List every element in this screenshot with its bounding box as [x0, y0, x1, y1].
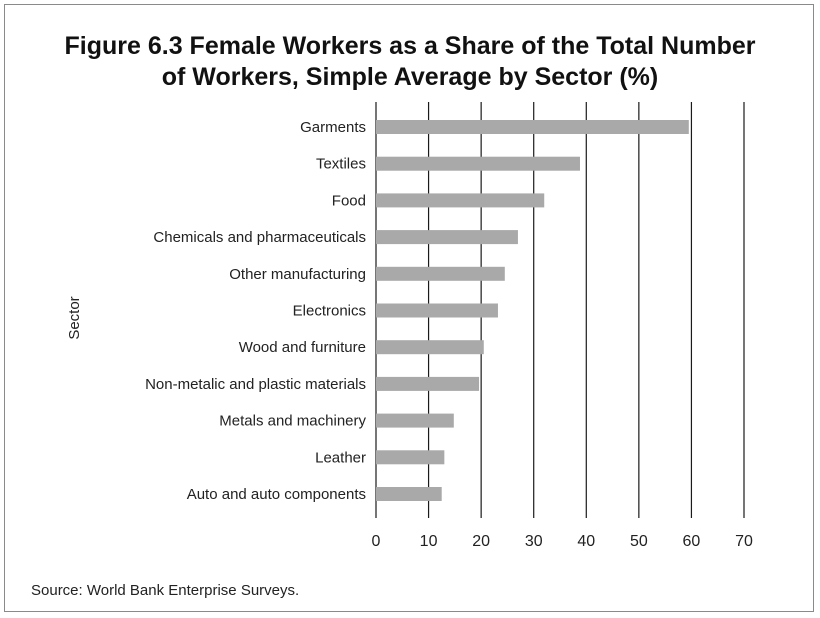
x-tick-label: 30	[525, 533, 543, 550]
x-tick-label: 50	[630, 533, 648, 550]
x-tick-label: 0	[372, 533, 381, 550]
category-labels: Garments Textiles Food Chemicals and pharma…	[145, 119, 366, 503]
category-label: Wood and furniture	[239, 339, 366, 356]
bar	[376, 266, 505, 281]
bar	[376, 376, 480, 391]
category-label: Auto and auto components	[187, 486, 366, 503]
bar	[376, 340, 484, 355]
category-label: Non-metalic and plastic materials	[145, 376, 366, 393]
category-label: Electronics	[293, 303, 366, 320]
title-line-1: Figure 6.3 Female Workers as a Share of …	[64, 32, 756, 60]
bar	[376, 193, 545, 208]
x-tick-labels: 0 10 20 30 40 50 60 70	[372, 533, 753, 550]
figure-frame: Figure 6.3 Female Workers as a Share of …	[4, 4, 814, 612]
source-note: Source: World Bank Enterprise Surveys.	[31, 582, 300, 599]
category-label: Other manufacturing	[229, 266, 366, 283]
bar	[376, 450, 445, 465]
y-axis-title: Sector	[66, 296, 83, 339]
category-label: Chemicals and pharmaceuticals	[153, 229, 366, 246]
x-tick-label: 40	[577, 533, 595, 550]
bar	[376, 120, 689, 134]
x-tick-label: 20	[472, 533, 490, 550]
category-label: Textiles	[316, 156, 366, 173]
figure-title: Figure 6.3 Female Workers as a Share of …	[5, 31, 815, 93]
title-line-2: of Workers, Simple Average by Sector (%)	[161, 63, 659, 91]
category-label: Garments	[300, 119, 366, 136]
bars	[376, 120, 689, 501]
category-label: Food	[332, 192, 366, 209]
bar	[376, 303, 498, 318]
category-label: Leather	[315, 449, 366, 466]
bar	[376, 156, 580, 171]
category-label: Metals and machinery	[219, 413, 366, 430]
bar	[376, 487, 442, 501]
bar	[376, 413, 454, 428]
x-tick-label: 60	[683, 533, 701, 550]
bar	[376, 230, 518, 245]
x-tick-label: 10	[420, 533, 438, 550]
x-tick-label: 70	[735, 533, 753, 550]
